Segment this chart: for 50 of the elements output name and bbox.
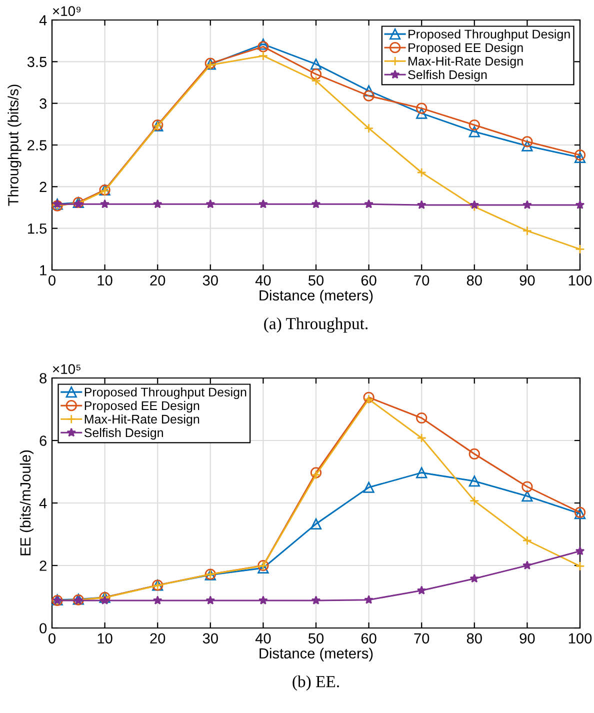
y-tick-label: 6 [40, 436, 46, 446]
y-tick-label: 8 [40, 373, 47, 384]
legend-label: Selfish Design [408, 70, 487, 82]
x-tick-label: 80 [466, 633, 482, 644]
y-tick-label: 2.5 [28, 140, 47, 150]
y-tick-label: 2 [40, 560, 46, 571]
x-axis-title: Distance (meters) [260, 648, 373, 662]
x-tick-label: 80 [466, 275, 482, 286]
x-tick-label: 50 [308, 275, 324, 286]
x-tick-label: 10 [98, 633, 112, 644]
text: (a) Throughput. [264, 318, 368, 333]
legend-label: Proposed Throughput Design [84, 387, 246, 400]
y-tick-label: 0 [40, 623, 47, 634]
y-tick-label: 1.5 [28, 224, 47, 234]
legend-label: Max-Hit-Rate Design [84, 414, 200, 426]
legend-label: Proposed EE Design [84, 400, 200, 413]
x-tick-label: 30 [202, 275, 218, 286]
x-tick-label: 70 [414, 275, 430, 286]
x-tick-label: 100 [568, 275, 592, 286]
x-tick-label: 40 [255, 275, 271, 286]
y-tick-label: 1 [40, 265, 46, 276]
x-tick-label: 20 [150, 275, 166, 286]
x-tick-label: 90 [520, 633, 535, 644]
x-tick-label: 40 [255, 633, 271, 644]
y-tick-label: 4 [39, 498, 47, 508]
y-tick-label: 3 [40, 98, 46, 109]
x-tick-label: 0 [48, 275, 56, 286]
text: ×10⁵ [52, 364, 80, 374]
legend-label: Proposed Throughput Design [408, 29, 570, 42]
x-tick-label: 30 [202, 633, 218, 644]
x-tick-label: 0 [48, 633, 56, 644]
x-tick-label: 60 [361, 275, 376, 286]
y-tick-label: 4 [39, 15, 47, 26]
x-tick-label: 90 [520, 275, 535, 286]
y-axis-title: EE (bits/mJoule) [20, 450, 34, 556]
x-tick-label: 20 [150, 633, 166, 644]
x-tick-label: 70 [414, 633, 430, 644]
y-axis-title: Throughput (bits/s) [8, 84, 22, 206]
y-tick-label: 3.5 [27, 56, 47, 68]
legend-label: Proposed EE Design [408, 42, 523, 55]
x-tick-label: 100 [568, 633, 592, 644]
x-tick-label: 50 [308, 633, 324, 644]
x-axis-title: Distance (meters) [260, 290, 373, 304]
x-tick-label: 60 [361, 633, 376, 644]
legend-label: Max-Hit-Rate Design [408, 56, 523, 68]
text: (b) EE. [292, 676, 339, 691]
y-tick-label: 2 [40, 182, 46, 192]
legend-label: Selfish Design [84, 428, 163, 440]
text: ×10⁹ [52, 6, 81, 16]
x-tick-label: 10 [98, 275, 112, 286]
